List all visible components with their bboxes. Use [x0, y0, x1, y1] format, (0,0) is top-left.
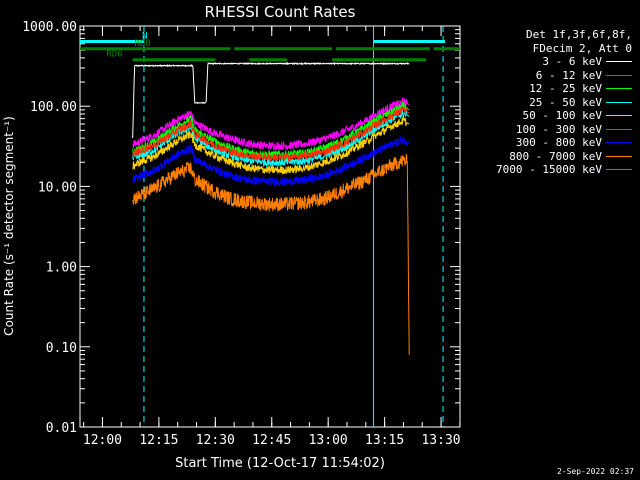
attenuator-lines	[143, 26, 444, 427]
y-tick-label: 0.01	[46, 421, 77, 436]
series-line	[132, 116, 410, 176]
legend-item: 300 - 800 keV	[472, 136, 632, 150]
x-tick-label: 12:45	[252, 433, 291, 448]
timestamp: 2-Sep-2022 02:37	[556, 467, 634, 476]
series-line	[132, 97, 410, 151]
x-axis-label: Start Time (12-Oct-17 11:54:02)	[175, 456, 385, 471]
legend-swatch	[606, 169, 632, 171]
x-tick-label: 12:15	[139, 433, 178, 448]
y-tick-label: 10.00	[38, 180, 77, 195]
y-tick-label: 100.00	[30, 100, 77, 115]
legend-swatch	[606, 115, 632, 117]
chart-title: RHESSI Count Rates	[205, 3, 356, 21]
state-bar-label: N	[142, 32, 147, 42]
legend-header-1: Det 1f,3f,6f,8f,	[526, 28, 632, 41]
legend-label: 100 - 300 keV	[515, 122, 602, 136]
legend-label: 6 - 12 keV	[535, 68, 602, 82]
legend-item: 100 - 300 keV	[472, 123, 632, 137]
legend-label: 800 - 7000 keV	[509, 149, 602, 163]
legend-item: 50 - 100 keV	[472, 109, 632, 123]
legend-item: 25 - 50 keV	[472, 96, 632, 110]
legend-item: 3 - 6 keV	[472, 55, 632, 69]
legend-label: 7000 - 15000 keV	[496, 163, 602, 176]
series-line	[132, 135, 410, 187]
x-tick-label: 12:30	[196, 433, 235, 448]
series-line	[132, 61, 410, 139]
y-tick-label: 0.10	[46, 341, 77, 356]
legend-swatch	[606, 101, 632, 103]
x-tick-label: 13:00	[309, 433, 348, 448]
legend-item: 12 - 25 keV	[472, 82, 632, 96]
legend-swatch	[606, 142, 632, 144]
y-tick-label: 1.00	[46, 261, 77, 276]
legend-header-2: FDecim 2, Att 0	[532, 41, 632, 55]
series-line	[132, 105, 410, 163]
x-axis: 12:00 12:15 12:30 12:45 13:00 13:15 13:30	[83, 26, 461, 448]
y-tick-label: 1000.00	[22, 20, 77, 35]
y-axis: 0.01 0.10 1.00 10.00 100.00 1000.00	[22, 20, 460, 436]
y-axis-label: Count Rate (s⁻¹ detector segment⁻¹)	[2, 116, 16, 336]
plot-frame	[79, 25, 461, 428]
x-tick-label: 13:15	[365, 433, 404, 448]
legend-swatch	[606, 61, 632, 63]
legend-swatch	[606, 88, 632, 90]
legend-label: 300 - 800 keV	[515, 136, 602, 149]
x-tick-label: 12:00	[83, 433, 122, 448]
state-bar-label: RD6	[106, 50, 122, 60]
legend-swatch	[606, 155, 632, 157]
legend-label: 25 - 50 keV	[529, 95, 602, 109]
state-bar-label: RD0	[135, 39, 151, 49]
legend-label: 3 - 6 keV	[542, 55, 602, 68]
series-lines	[132, 61, 410, 355]
legend-swatch	[606, 128, 632, 130]
legend-label: 12 - 25 keV	[529, 82, 602, 95]
legend-item: 6 - 12 keV	[472, 69, 632, 83]
legend-swatch	[606, 74, 632, 76]
series-line	[132, 153, 410, 355]
legend-item: 7000 - 15000 keV	[472, 163, 632, 177]
legend-item: 800 - 7000 keV	[472, 150, 632, 164]
x-tick-label: 13:30	[421, 433, 460, 448]
legend: Det 1f,3f,6f,8f, FDecim 2, Att 0 3 - 6 k…	[472, 28, 632, 177]
legend-label: 50 - 100 keV	[522, 109, 602, 122]
